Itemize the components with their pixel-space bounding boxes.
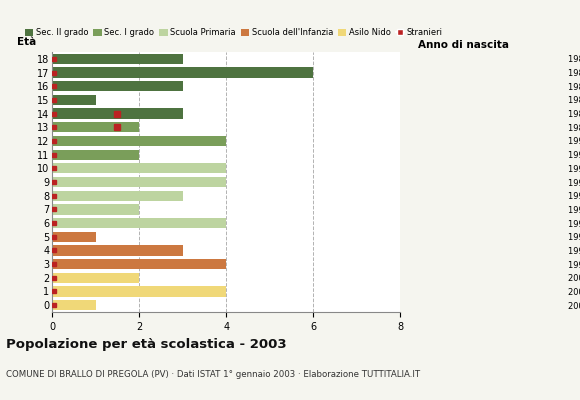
Bar [52,204,139,214]
Bar [52,150,139,160]
Bar [52,95,96,105]
Bar [52,273,139,283]
Bar [52,286,226,297]
Bar [52,259,226,269]
Bar [52,122,139,132]
Bar [52,67,313,78]
Bar [52,245,183,256]
Bar [52,163,226,174]
Bar [52,190,183,201]
Bar [52,232,96,242]
Text: COMUNE DI BRALLO DI PREGOLA (PV) · Dati ISTAT 1° gennaio 2003 · Elaborazione TUT: COMUNE DI BRALLO DI PREGOLA (PV) · Dati … [6,370,420,379]
Bar [52,108,183,119]
Bar [52,136,226,146]
Bar [52,218,226,228]
Bar [52,54,183,64]
Bar [52,300,96,310]
Bar [52,177,226,187]
Bar [52,81,183,91]
Legend: Sec. II grado, Sec. I grado, Scuola Primaria, Scuola dell'Infanzia, Asilo Nido, : Sec. II grado, Sec. I grado, Scuola Prim… [25,28,443,38]
Text: Anno di nascita: Anno di nascita [418,40,509,50]
Text: Popolazione per età scolastica - 2003: Popolazione per età scolastica - 2003 [6,338,287,351]
Text: Età: Età [17,37,37,47]
